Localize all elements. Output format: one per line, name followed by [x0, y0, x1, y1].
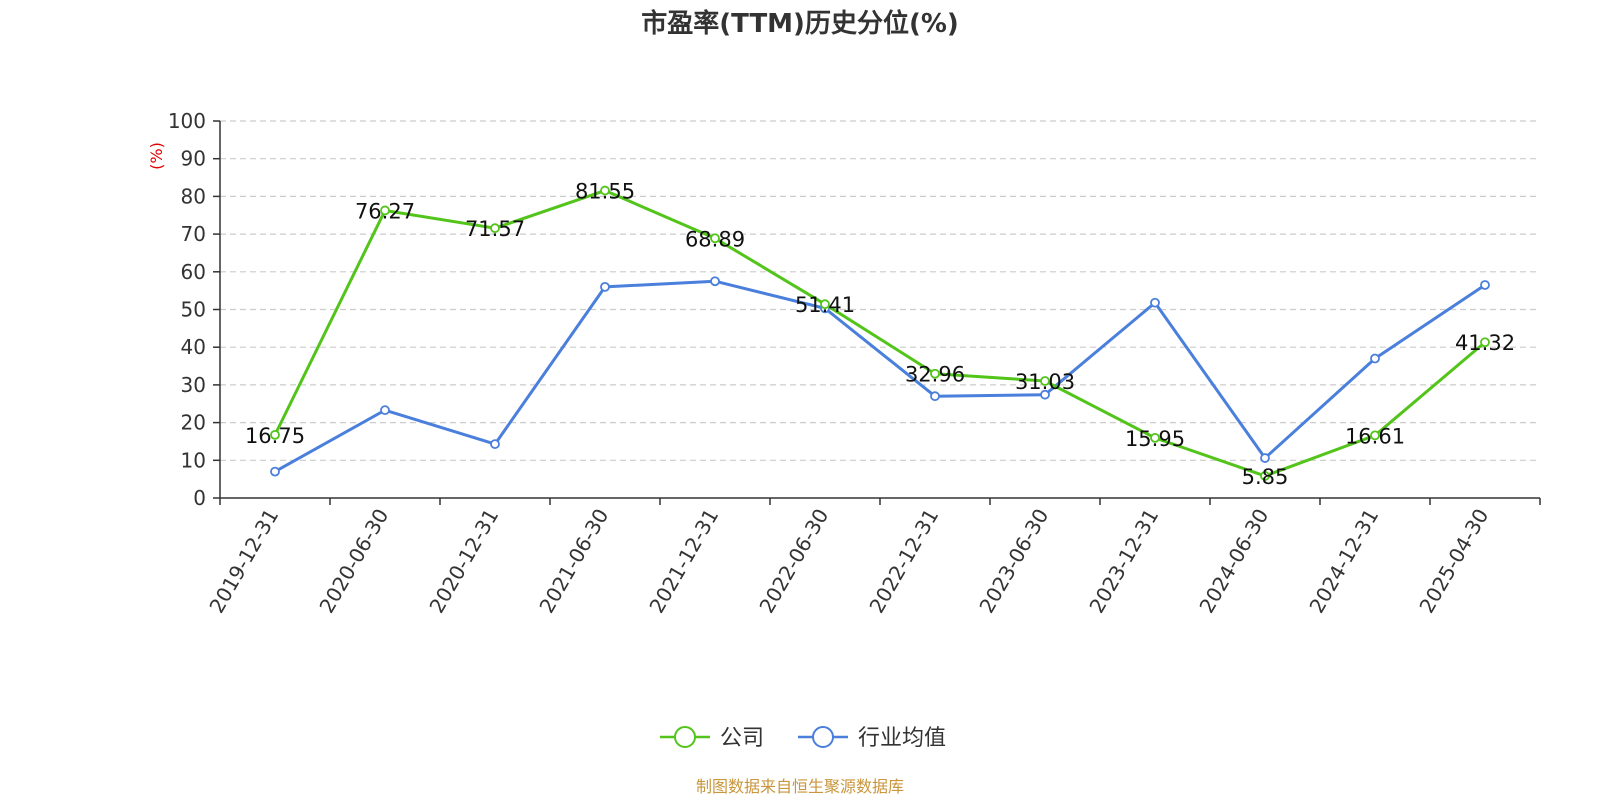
y-tick-label: 10	[181, 448, 206, 472]
x-tick-label: 2023-12-31	[1084, 505, 1163, 618]
data-label: 51.41	[795, 293, 855, 317]
y-tick-labels: 0 10 20 30 40 50 60 70 80 90 100	[168, 109, 206, 510]
series-layer	[270, 185, 1490, 481]
legend-marker-icon	[674, 726, 696, 748]
legend-item[interactable]: 行业均值	[798, 726, 946, 751]
x-tick-label: 2022-06-30	[754, 505, 833, 618]
legend[interactable]: 公司 行业均值	[660, 726, 946, 751]
y-tick-label: 0	[193, 486, 206, 510]
data-label: 71.57	[465, 217, 525, 241]
x-tick-label: 2024-12-31	[1304, 505, 1383, 618]
legend-label: 行业均值	[858, 726, 946, 751]
grid-lines	[220, 120, 1540, 461]
x-tick-label: 2021-06-30	[534, 505, 613, 618]
series-point	[490, 439, 500, 449]
series-point	[380, 205, 390, 216]
y-tick-label: 70	[181, 222, 206, 246]
series-point	[600, 281, 610, 292]
data-label: 32.96	[905, 363, 965, 387]
x-tick-label: 2022-12-31	[864, 505, 943, 618]
source-note: 制图数据来自恒生聚源数据库	[696, 777, 904, 796]
series-point	[490, 223, 500, 234]
series-point	[1260, 453, 1270, 463]
series-point	[710, 276, 720, 287]
x-tick-label: 2021-12-31	[644, 505, 723, 618]
series-point	[600, 185, 610, 196]
series-point	[820, 299, 830, 310]
legend-label: 公司	[720, 726, 764, 751]
series-point	[380, 405, 390, 416]
series-line	[274, 279, 1486, 473]
series-point	[1040, 376, 1050, 386]
legend-item[interactable]: 公司	[660, 726, 764, 751]
y-tick-label: 90	[181, 147, 206, 171]
y-axis-label: (%)	[147, 142, 166, 170]
series-point	[1040, 389, 1050, 400]
series-point	[1150, 297, 1160, 308]
y-tick-label: 50	[181, 298, 206, 322]
x-tick-label: 2020-12-31	[424, 505, 503, 618]
data-label: 16.75	[245, 424, 305, 448]
data-label: 41.32	[1455, 331, 1515, 355]
x-tick-label: 2023-06-30	[974, 505, 1053, 618]
data-label: 5.85	[1242, 465, 1289, 489]
legend-marker-icon	[812, 726, 834, 748]
axes	[213, 120, 1541, 505]
x-tick-label: 2024-06-30	[1194, 505, 1273, 618]
x-tick-label: 2025-04-30	[1414, 505, 1493, 618]
series-point	[270, 466, 280, 477]
data-label: 68.89	[685, 227, 745, 251]
series-point	[1260, 471, 1270, 481]
y-tick-label: 60	[181, 260, 206, 284]
y-tick-label: 80	[181, 184, 206, 208]
x-tick-label: 2019-12-31	[204, 505, 283, 618]
series-line	[273, 189, 1486, 478]
y-tick-label: 20	[181, 411, 206, 435]
series-point	[1370, 353, 1380, 364]
data-label: 15.95	[1125, 427, 1185, 451]
x-tick-label: 2020-06-30	[314, 505, 393, 618]
y-tick-label: 30	[181, 373, 206, 397]
data-label: 81.55	[575, 180, 635, 204]
y-tick-label: 40	[181, 335, 206, 359]
series-point	[710, 233, 720, 244]
series-point	[1480, 337, 1490, 348]
x-tick-labels: 2019-12-31 2020-06-30 2020-12-31 2021-06-30…	[204, 505, 1493, 618]
series-point	[1150, 432, 1160, 443]
chart-title: 市盈率(TTM)历史分位(%)	[641, 8, 959, 39]
y-tick-label: 100	[168, 109, 206, 133]
data-label: 31.03	[1015, 370, 1075, 394]
series-point	[1370, 430, 1380, 441]
data-label: 16.61	[1345, 424, 1405, 448]
series-point	[930, 368, 940, 379]
series-point	[270, 429, 280, 440]
data-labels: 16.75 76.27 71.57 81.55 68.89 51.41 32.96 31.03…	[245, 180, 1515, 489]
series-point	[1480, 280, 1490, 290]
series-point	[930, 391, 940, 402]
data-label: 76.27	[355, 199, 415, 223]
